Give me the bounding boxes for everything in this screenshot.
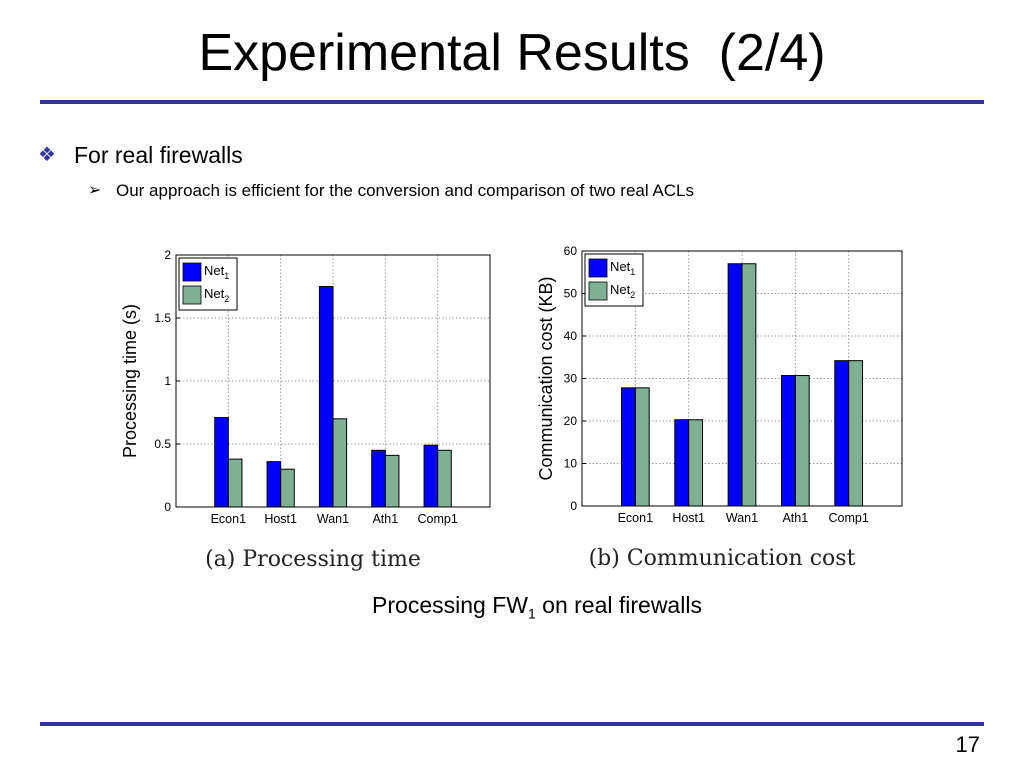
- figure-caption-suffix: on real firewalls: [535, 592, 702, 618]
- bar-1-host1: [266, 461, 282, 508]
- legend-series-subscript: 1: [630, 267, 635, 277]
- legend-series-name: Net: [204, 263, 225, 278]
- x-tick-label: Host1: [264, 512, 297, 526]
- x-tick-label: Econ1: [211, 512, 246, 526]
- y-tick-label: 40: [564, 329, 578, 343]
- x-tick-label: Comp1: [829, 511, 869, 525]
- y-tick-label: 0: [164, 500, 171, 514]
- figure-caption: Processing FW1 on real firewalls: [0, 590, 1024, 629]
- legend-series-subscript: 2: [630, 290, 635, 300]
- axes-frame: [175, 254, 491, 508]
- bullet-level1-text: For real firewalls: [74, 142, 243, 168]
- figure-caption-text: Processing FW: [372, 592, 528, 618]
- legend-series-subscript: 1: [224, 271, 229, 281]
- footer-divider: [40, 722, 984, 726]
- legend-label-1: Net1: [204, 263, 229, 281]
- bar-2-host1: [688, 419, 704, 507]
- bar-2-wan1: [332, 418, 348, 508]
- legend-series-subscript: 2: [224, 294, 229, 304]
- bar-2-ath1: [794, 375, 810, 507]
- y-tick-label: 0: [570, 499, 577, 513]
- bar-2-comp1: [848, 360, 864, 507]
- bar-1-ath1: [371, 449, 386, 508]
- bullet-level2: ➢ Our approach is efficient for the conv…: [88, 178, 694, 204]
- slide-title: Experimental Results (2/4): [198, 24, 826, 82]
- bar-2-econ1: [634, 387, 650, 507]
- figure-caption-subscript: 1: [527, 605, 536, 622]
- bar-1-comp1: [423, 444, 439, 508]
- y-tick-label: 50: [564, 287, 578, 301]
- bar-1-econ1: [620, 387, 636, 507]
- y-tick-label: 30: [564, 372, 578, 386]
- legend-swatch-2: [182, 285, 202, 305]
- x-tick-label: Wan1: [726, 511, 758, 525]
- legend-series-name: Net: [610, 259, 631, 274]
- x-tick-label: Econ1: [618, 511, 653, 525]
- page-number: 17: [955, 732, 980, 757]
- bar-1-ath1: [780, 375, 796, 507]
- bar-1-wan1: [318, 286, 334, 508]
- y-tick-label: 1.5: [154, 311, 171, 325]
- legend-swatch-1: [182, 262, 202, 282]
- bar-2-host1: [280, 468, 295, 508]
- bar-1-comp1: [834, 360, 850, 507]
- legend-series-name: Net: [610, 282, 631, 297]
- y-tick-label: 1: [164, 374, 171, 388]
- y-tick-label: 2: [164, 248, 171, 262]
- y-tick-label: 10: [564, 457, 578, 471]
- x-tick-label: Comp1: [418, 512, 458, 526]
- subcaption: (b) Communication cost: [589, 546, 856, 571]
- subcaption: (a) Processing time: [205, 547, 421, 572]
- y-tick-label: 60: [564, 244, 578, 258]
- bullet-level1: ❖ For real firewalls: [38, 140, 243, 170]
- x-tick-label: Host1: [672, 511, 705, 525]
- bar-2-comp1: [437, 449, 452, 508]
- x-tick-label: Wan1: [317, 512, 349, 526]
- bar-2-econ1: [227, 458, 243, 508]
- legend-label-1: Net1: [610, 259, 635, 277]
- bar-2-wan1: [741, 263, 757, 507]
- axes-frame: [581, 250, 903, 507]
- bar-1-wan1: [727, 263, 743, 507]
- bar-1-host1: [674, 419, 690, 507]
- y-tick-label: 20: [564, 414, 578, 428]
- diamond-bullet-icon: ❖: [38, 144, 56, 166]
- bar-2-ath1: [384, 454, 400, 508]
- x-tick-label: Ath1: [782, 511, 808, 525]
- legend-label-2: Net2: [610, 282, 635, 300]
- legend-label-2: Net2: [204, 286, 229, 304]
- y-tick-label: 0.5: [154, 437, 171, 451]
- legend-series-name: Net: [204, 286, 225, 301]
- legend-swatch-2: [588, 281, 608, 301]
- bar-1-econ1: [214, 417, 229, 508]
- title-divider: [40, 100, 984, 104]
- y-axis-label: Communication cost (KB): [536, 276, 556, 480]
- x-tick-label: Ath1: [372, 512, 398, 526]
- legend-swatch-1: [588, 258, 608, 278]
- y-axis-label: Processing time (s): [120, 304, 140, 458]
- arrow-bullet-icon: ➢: [88, 182, 102, 199]
- bullet-level2-text: Our approach is efficient for the conver…: [116, 181, 694, 200]
